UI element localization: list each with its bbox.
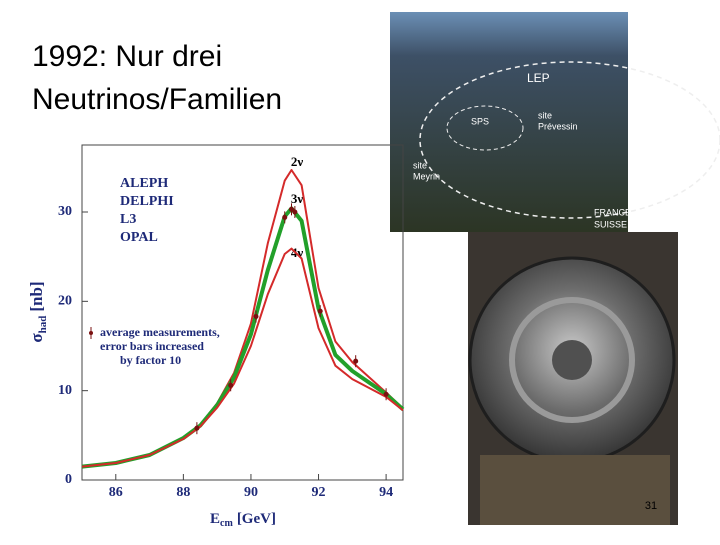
plot-frame: [81, 144, 404, 481]
x-tick-label: 92: [312, 485, 326, 500]
measurement-point: [253, 314, 259, 320]
measurement-point: [288, 206, 294, 212]
label-subscript: had: [37, 316, 49, 334]
legend-text: DELPHI: [120, 194, 174, 209]
measurement-point: [282, 214, 288, 220]
label-unit: [GeV]: [237, 511, 276, 527]
photo-label: SUISSE: [594, 219, 627, 229]
annotation-marker: [89, 331, 93, 335]
photo-label: site: [413, 160, 427, 170]
label-symbol: σ: [27, 333, 46, 343]
measurement-point: [292, 209, 298, 215]
sps-ring: [446, 105, 524, 151]
y-tick-label: 30: [58, 204, 72, 219]
x-tick-label: 88: [176, 485, 190, 500]
measurement-point: [194, 425, 200, 431]
page-number: 31: [645, 500, 657, 512]
measurement-point: [228, 382, 234, 388]
slide-title-line: Neutrinos/Familien: [32, 83, 282, 116]
detector-photo: 31: [468, 232, 678, 525]
label-symbol: E: [210, 511, 220, 527]
x-tick-label: 86: [109, 485, 123, 500]
measurement-point: [353, 358, 359, 364]
y-tick-label: 20: [58, 294, 72, 309]
x-tick-label: 90: [244, 485, 258, 500]
legend-text: ALEPH: [120, 176, 168, 191]
slide-title-line: 1992: Nur drei: [32, 40, 222, 73]
photo-label: Prévessin: [538, 121, 578, 131]
photo-label: FRANCE: [594, 207, 631, 217]
line-label: 3ν: [291, 191, 304, 206]
annotation: error bars increased: [100, 339, 204, 353]
photo-label: site: [538, 110, 552, 120]
annotation: average measurements,: [100, 325, 220, 339]
y-tick-label: 10: [58, 383, 72, 398]
legend-text: OPAL: [120, 230, 158, 245]
label-subscript: cm: [220, 518, 233, 529]
photo-background: [390, 12, 628, 232]
y-axis-label: σhad [nb]: [27, 281, 49, 342]
photo-label: SPS: [471, 116, 489, 126]
measurement-point: [383, 391, 389, 397]
annotation: by factor 10: [120, 353, 181, 367]
aerial-photo: LEP SPS site Prévessin site Meyrin FRANC…: [390, 12, 720, 232]
measurement-point: [317, 308, 323, 314]
detector-core: [552, 340, 592, 380]
y-tick-label: 0: [65, 472, 72, 487]
photo-label: Meyrin: [413, 171, 440, 181]
series-line: [81, 247, 404, 468]
detector-ring: [509, 297, 635, 423]
floor: [480, 455, 670, 525]
line-label: 2ν: [291, 154, 304, 169]
label-unit: [nb]: [27, 281, 46, 311]
photo-label: LEP: [527, 71, 550, 85]
legend-text: L3: [120, 212, 136, 227]
lep-ring: [419, 61, 720, 219]
x-axis-label: Ecm [GeV]: [210, 511, 276, 529]
chart: ALEPH DELPHI L3 OPAL average measurement…: [27, 144, 405, 529]
x-tick-label: 94: [379, 485, 393, 500]
